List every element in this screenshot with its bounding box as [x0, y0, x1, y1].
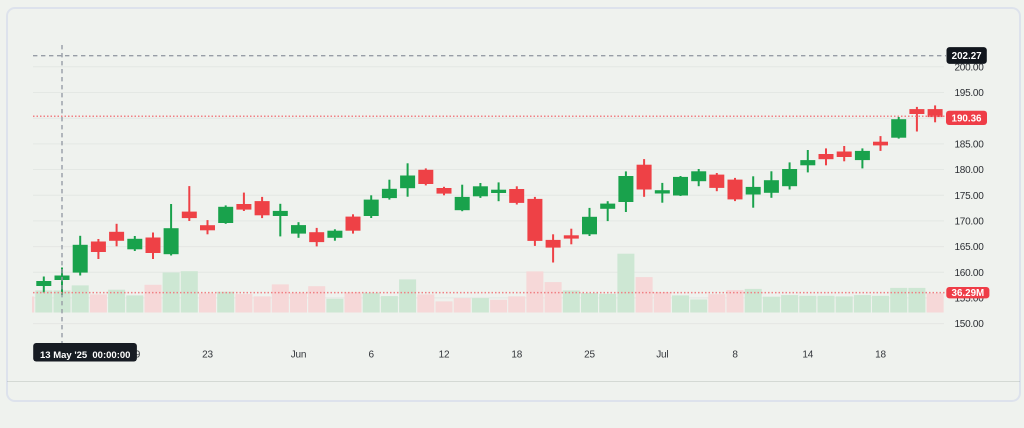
svg-text:36.29M: 36.29M	[952, 288, 985, 299]
svg-text:202.27: 202.27	[952, 51, 983, 62]
svg-text:180.00: 180.00	[954, 165, 984, 176]
svg-text:185.00: 185.00	[954, 140, 984, 151]
svg-text:165.00: 165.00	[954, 242, 984, 253]
svg-text:18: 18	[875, 350, 886, 361]
svg-text:175.00: 175.00	[954, 191, 984, 202]
svg-text:160.00: 160.00	[954, 268, 984, 279]
svg-text:23: 23	[202, 350, 213, 361]
svg-text:190.36: 190.36	[952, 113, 983, 124]
svg-text:195.00: 195.00	[954, 88, 984, 99]
svg-text:25: 25	[584, 350, 595, 361]
svg-text:200.00: 200.00	[954, 62, 984, 73]
svg-text:Jun: Jun	[291, 350, 307, 361]
svg-text:Jul: Jul	[656, 350, 668, 361]
svg-text:155.00: 155.00	[954, 294, 984, 305]
svg-text:00:00:00: 00:00:00	[92, 350, 130, 361]
svg-text:18: 18	[511, 350, 522, 361]
svg-text:150.00: 150.00	[954, 319, 984, 330]
svg-text:13 May '25: 13 May '25	[40, 350, 88, 361]
svg-text:6: 6	[369, 350, 375, 361]
svg-text:170.00: 170.00	[954, 217, 984, 228]
svg-text:12: 12	[439, 350, 450, 361]
svg-text:14: 14	[802, 350, 813, 361]
svg-text:8: 8	[732, 350, 738, 361]
